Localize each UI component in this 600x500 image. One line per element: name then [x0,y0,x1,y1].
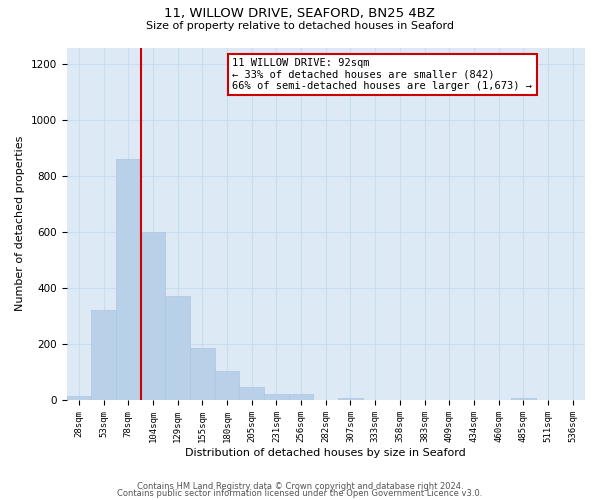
Bar [264,394,289,400]
Bar [190,348,215,400]
Bar [140,232,165,400]
Text: Contains public sector information licensed under the Open Government Licence v3: Contains public sector information licen… [118,490,482,498]
Bar [338,398,363,400]
Text: 11, WILLOW DRIVE, SEAFORD, BN25 4BZ: 11, WILLOW DRIVE, SEAFORD, BN25 4BZ [164,8,436,20]
X-axis label: Distribution of detached houses by size in Seaford: Distribution of detached houses by size … [185,448,466,458]
Text: Size of property relative to detached houses in Seaford: Size of property relative to detached ho… [146,21,454,31]
Bar [91,310,116,400]
Bar [116,160,140,400]
Text: 11 WILLOW DRIVE: 92sqm
← 33% of detached houses are smaller (842)
66% of semi-de: 11 WILLOW DRIVE: 92sqm ← 33% of detached… [232,58,532,92]
Bar [511,398,536,400]
Bar [165,296,190,400]
Text: Contains HM Land Registry data © Crown copyright and database right 2024.: Contains HM Land Registry data © Crown c… [137,482,463,491]
Bar [215,370,239,400]
Bar [239,387,264,400]
Bar [67,396,91,400]
Bar [289,394,313,400]
Y-axis label: Number of detached properties: Number of detached properties [15,136,25,312]
